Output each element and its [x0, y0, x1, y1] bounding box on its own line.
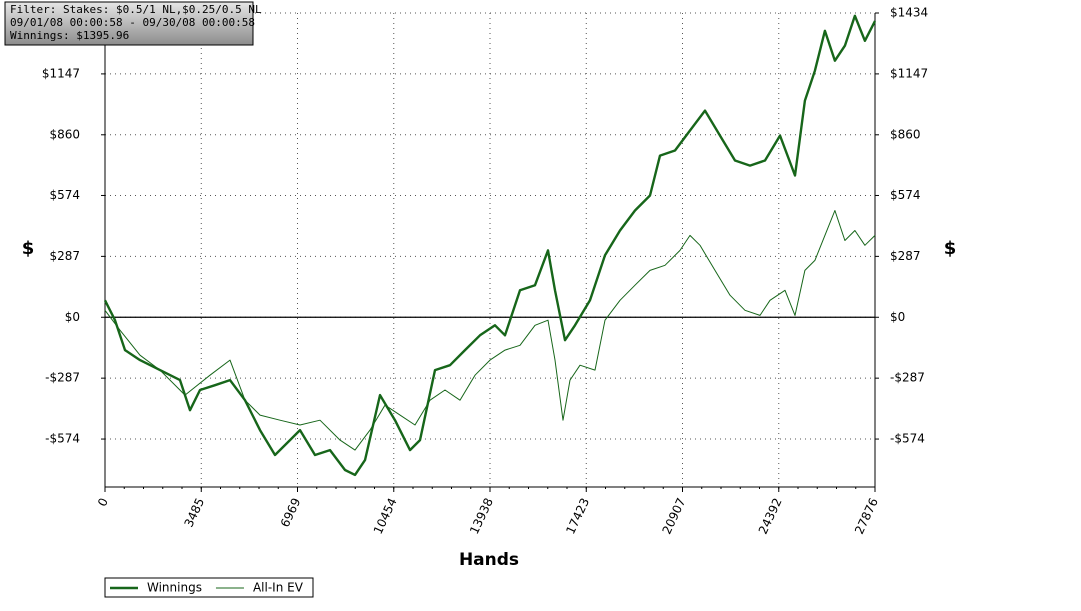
x-tick-label: 24392: [756, 496, 785, 537]
filter-text: 09/01/08 00:00:58 - 09/30/08 00:00:58: [10, 16, 255, 29]
x-axis-title: Hands: [459, 550, 519, 570]
plot-area: $1434$1434$1147$1147$860$860$574$574$287…: [42, 6, 928, 537]
y2-tick-label: $287: [890, 249, 921, 263]
x-tick-label: 17423: [563, 496, 592, 537]
y-tick-label: $287: [49, 249, 80, 263]
x-tick-label: 27876: [852, 496, 881, 537]
x-tick-label: 10454: [371, 496, 400, 537]
y2-tick-label: $1147: [890, 66, 928, 80]
x-tick-label: 13938: [467, 496, 496, 537]
x-tick-label: 6969: [278, 496, 304, 530]
legend-label: Winnings: [147, 581, 202, 595]
x-tick-label: 3485: [182, 496, 208, 530]
legend-box: [104, 577, 314, 598]
y-tick-label: $860: [49, 127, 80, 141]
x-tick-label: 0: [95, 496, 111, 509]
y2-tick-label: -$574: [890, 432, 925, 446]
x-tick-label: 20907: [660, 496, 689, 537]
filter-box: [4, 1, 254, 46]
y-tick-label: -$574: [45, 432, 80, 446]
y2-tick-label: $574: [890, 188, 921, 202]
y-tick-label: $574: [49, 188, 80, 202]
y2-tick-label: -$287: [890, 371, 925, 385]
y-axis-title: $: [22, 238, 35, 259]
y-tick-label: $1147: [42, 66, 80, 80]
y2-tick-label: $1434: [890, 6, 928, 20]
filter-text: Filter: Stakes: $0.5/1 NL,$0.25/0.5 NL: [10, 3, 262, 16]
filter-text: Winnings: $1395.96: [10, 29, 129, 42]
legend-label: All-In EV: [253, 581, 304, 595]
series-line: [104, 210, 876, 451]
series-line: [103, 14, 877, 477]
legend: Winnings All-In EV: [110, 581, 304, 595]
y2-tick-label: $0: [890, 310, 905, 324]
y-tick-label: -$287: [45, 371, 80, 385]
y-tick-label: $0: [65, 310, 80, 324]
y2-axis-title: $: [944, 238, 957, 259]
y2-tick-label: $860: [890, 127, 921, 141]
